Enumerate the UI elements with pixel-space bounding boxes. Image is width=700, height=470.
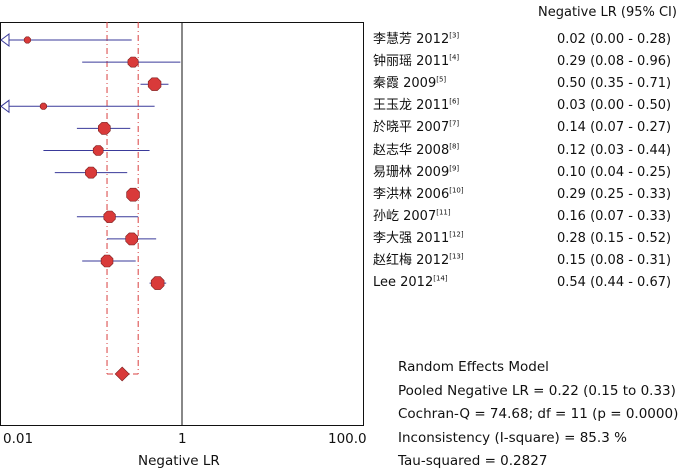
x-axis-label: Negative LR [138,453,220,469]
study-ci-value: 0.29 (0.08 - 0.96) [557,54,672,69]
study-marker [98,122,111,135]
study-ci-value: 0.03 (0.00 - 0.50) [557,98,672,113]
study-name-text: 王玉龙 2011 [373,98,450,113]
study-name-text: 李慧芳 2012 [373,32,450,47]
study-name-text: 秦霞 2009 [373,76,437,91]
stats-pooled: Pooled Negative LR = 0.22 (0.15 to 0.33) [398,383,676,399]
study-reference: [6] [449,97,460,106]
study-name: 易珊林 2009[9] [373,165,459,181]
study-ci-value: 0.16 (0.07 - 0.33) [557,209,672,224]
study-reference: [11] [436,208,451,217]
stats-tau: Tau-squared = 0.2827 [398,453,548,469]
study-name-text: 李大强 2011 [373,231,450,246]
study-ci-value: 0.54 (0.44 - 0.67) [557,275,672,290]
study-marker [126,187,140,202]
x-tick-label: 0.01 [3,431,34,447]
study-marker [92,145,104,156]
study-ci-value: 0.28 (0.15 - 0.52) [557,231,672,246]
study-reference: [5] [436,75,447,84]
study-marker [85,166,97,179]
study-ci-value: 0.15 (0.08 - 0.31) [557,253,672,268]
study-name: 於晓平 2007[7] [373,120,459,136]
ci-arrow [0,99,10,114]
study-name-text: 赵红梅 2012 [373,253,450,268]
study-name-text: 於晓平 2007 [373,120,450,135]
study-name: 秦霞 2009[5] [373,76,446,92]
study-reference: [4] [449,53,460,62]
study-name: 赵志华 2008[8] [373,143,459,159]
study-name-text: 赵志华 2008 [373,143,450,158]
study-reference: [7] [449,119,460,128]
study-marker [39,102,48,110]
study-name: 钟丽瑶 2011[4] [373,54,459,70]
study-reference: [12] [449,230,464,239]
ci-header: Negative LR (95% CI) [538,5,677,20]
study-name-text: Lee 2012 [373,275,434,290]
x-tick-label: 1 [178,431,187,447]
study-reference: [3] [449,31,460,40]
study-reference: [13] [449,252,464,261]
study-reference: [10] [449,186,464,195]
study-name-text: 李洪林 2006 [373,187,450,202]
study-ci-value: 0.10 (0.04 - 0.25) [557,165,672,180]
study-name-text: 孙屹 2007 [373,209,437,224]
study-name: Lee 2012[14] [373,275,448,291]
study-name: 赵红梅 2012[13] [373,253,464,269]
study-reference: [14] [433,274,448,283]
stats-model: Random Effects Model [398,359,549,375]
study-ci-value: 0.02 (0.00 - 0.28) [557,32,672,47]
study-ci-value: 0.50 (0.35 - 0.71) [557,76,672,91]
study-marker [125,232,138,246]
study-reference: [9] [449,164,460,173]
study-name: 王玉龙 2011[6] [373,98,459,114]
stats-cochran: Cochran-Q = 74.68; df = 11 (p = 0.0000) [398,406,679,422]
study-marker [103,210,116,223]
study-marker [100,254,114,268]
study-name: 李大强 2011[12] [373,231,464,247]
ci-arrow [0,33,10,47]
study-name-text: 钟丽瑶 2011 [373,54,450,69]
study-marker [147,77,162,91]
x-tick-label: 100.0 [328,431,367,447]
pooled-diamond [114,366,130,382]
study-name: 孙屹 2007[11] [373,209,451,225]
study-name: 李洪林 2006[10] [373,187,464,203]
study-name-text: 易珊林 2009 [373,165,450,180]
study-marker [23,36,31,44]
study-ci-value: 0.29 (0.25 - 0.33) [557,187,672,202]
study-name: 李慧芳 2012[3] [373,32,459,48]
study-ci-value: 0.14 (0.07 - 0.27) [557,120,672,135]
stats-inconsistency: Inconsistency (I-square) = 85.3 % [398,430,627,446]
study-ci-value: 0.12 (0.03 - 0.44) [557,143,672,158]
study-marker [150,276,165,290]
study-marker [127,56,139,68]
study-reference: [8] [449,142,460,151]
